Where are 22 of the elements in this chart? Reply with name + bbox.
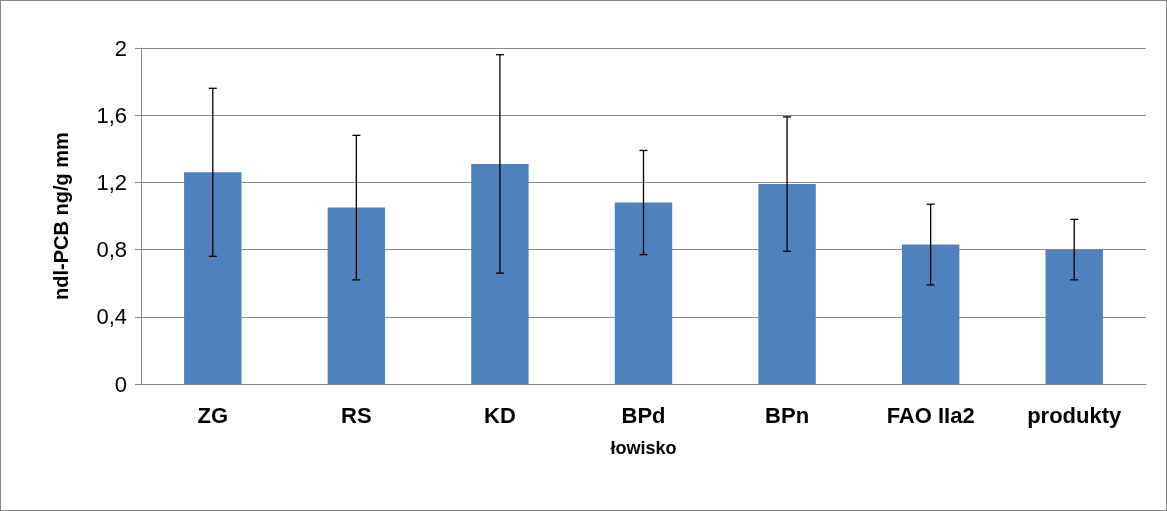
bar — [1045, 249, 1103, 384]
x-tick-label: produkty — [1027, 402, 1123, 428]
x-tick-label: RS — [341, 402, 372, 428]
y-tick-label: 0,4 — [96, 304, 127, 330]
y-tick-label: 1,2 — [96, 169, 127, 195]
y-tick-label: 2 — [114, 35, 127, 61]
y-tick-label: 1,6 — [96, 102, 127, 128]
bar — [758, 184, 816, 384]
x-tick-label: BPn — [765, 402, 810, 428]
bar — [614, 202, 673, 384]
x-axis-title: łowisko — [610, 438, 677, 458]
x-tick-label: BPd — [621, 402, 666, 428]
bar — [471, 163, 529, 384]
x-tick-label: KD — [484, 402, 516, 428]
x-tick-label: ZG — [197, 402, 229, 428]
bar — [184, 172, 242, 384]
x-tick-label: FAO IIa2 — [886, 402, 975, 428]
bar — [327, 207, 386, 384]
y-tick-label: 0 — [114, 371, 127, 397]
y-axis-title: ndl-PCB ng/g mm — [50, 132, 72, 300]
bar — [901, 244, 960, 384]
y-tick-label: 0,8 — [96, 237, 127, 263]
